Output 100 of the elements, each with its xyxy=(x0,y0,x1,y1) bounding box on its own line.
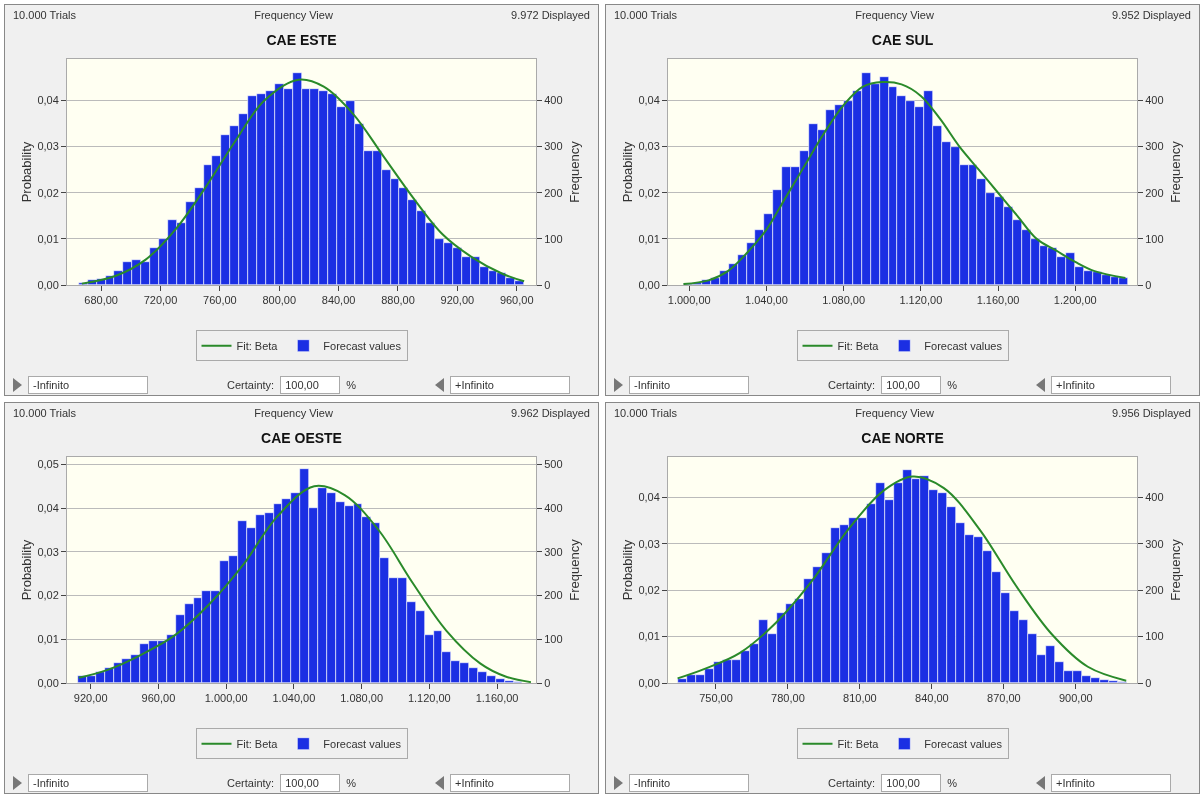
x-tick-label: 870,00 xyxy=(987,692,1021,705)
x-tick-label: 1.040,00 xyxy=(745,294,788,307)
y-tick-label: 0,03 xyxy=(37,545,59,558)
text: Frequency View xyxy=(855,9,934,21)
y2-tick-label: 400 xyxy=(544,94,563,107)
x-tick-label: 1.000,00 xyxy=(204,692,248,705)
y2-axis-title: Frequency xyxy=(1167,140,1183,203)
x-tick-label: 1.160,00 xyxy=(976,294,1020,307)
x-tick-label: 750,00 xyxy=(699,692,733,705)
text: Frequency View xyxy=(254,407,333,419)
x-tick-label: 1.080,00 xyxy=(822,294,866,307)
x-tick-label: 760,00 xyxy=(203,294,237,307)
y2-tick-label: 0 xyxy=(544,676,551,689)
x-tick-label: 960,00 xyxy=(141,692,176,705)
y-tick-label: 0,04 xyxy=(37,502,59,514)
text: Certainty: xyxy=(227,777,275,789)
legend-label: Forecast values xyxy=(924,737,1003,750)
legend-label: Fit: Beta xyxy=(837,339,880,352)
text: % xyxy=(346,379,356,391)
y2-tick-label: 300 xyxy=(1145,140,1164,153)
text: 10.000 Trials xyxy=(13,407,76,419)
y2-tick-label: 400 xyxy=(1145,491,1164,504)
y-tick-label: 0,04 xyxy=(638,94,660,107)
input-field: -Infinito xyxy=(28,774,148,792)
x-tick-label: 840,00 xyxy=(321,294,356,307)
y2-tick-label: 300 xyxy=(1145,537,1164,550)
y-tick-label: 0,05 xyxy=(37,458,59,471)
text: 9.972 Displayed xyxy=(511,9,590,21)
text: % xyxy=(947,777,957,789)
input-field: 100,00 xyxy=(881,774,942,792)
x-tick-label: 1.120,00 xyxy=(407,692,451,705)
y-tick-label: 0,03 xyxy=(37,140,59,153)
x-tick-label: 1.040,00 xyxy=(272,692,316,705)
y2-tick-label: 300 xyxy=(544,140,563,153)
text: 10.000 Trials xyxy=(614,407,677,419)
y2-tick-label: 400 xyxy=(544,502,563,514)
legend-label: Forecast values xyxy=(323,339,402,352)
chart-title: CAE NORTE xyxy=(861,430,944,447)
chart-title: CAE OESTE xyxy=(261,430,342,447)
input-field: +Infinito xyxy=(1051,376,1171,394)
y2-axis-title: Frequency xyxy=(566,538,582,601)
y2-axis-title: Frequency xyxy=(1167,538,1183,601)
text: Frequency View xyxy=(855,407,934,419)
input-field: -Infinito xyxy=(629,376,749,394)
text: % xyxy=(346,777,356,789)
y-axis-title: Probability xyxy=(19,539,34,601)
x-tick-label: 900,00 xyxy=(1059,692,1093,705)
x-tick-label: 920,00 xyxy=(73,692,108,705)
y-axis-title: Probability xyxy=(620,539,635,601)
text: Frequency View xyxy=(254,9,333,21)
y-tick-label: 0,01 xyxy=(37,232,59,245)
x-tick-label: 800,00 xyxy=(262,294,297,307)
legend-label: Fit: Beta xyxy=(236,339,279,352)
x-tick-label: 960,00 xyxy=(499,294,534,307)
y-tick-label: 0,03 xyxy=(638,140,660,153)
input-field: +Infinito xyxy=(450,376,570,394)
y-tick-label: 0,00 xyxy=(638,676,660,689)
y2-tick-label: 0 xyxy=(1145,278,1152,291)
legend-label: Fit: Beta xyxy=(236,737,279,750)
y2-tick-label: 400 xyxy=(1145,94,1164,107)
text: 9.952 Displayed xyxy=(1112,9,1191,21)
y2-tick-label: 200 xyxy=(544,186,563,199)
x-tick-label: 1.200,00 xyxy=(1053,294,1097,307)
y-tick-label: 0,00 xyxy=(638,278,660,291)
input-field: +Infinito xyxy=(450,774,570,792)
text: 9.956 Displayed xyxy=(1112,407,1191,419)
y-axis-title: Probability xyxy=(620,141,635,203)
y2-tick-label: 200 xyxy=(1145,584,1164,597)
y2-tick-label: 200 xyxy=(1145,186,1164,199)
y-tick-label: 0,00 xyxy=(37,676,59,689)
y-tick-label: 0,04 xyxy=(638,491,660,504)
text: 10.000 Trials xyxy=(614,9,677,21)
y-tick-label: 0,01 xyxy=(638,232,660,245)
y-axis-title: Probability xyxy=(19,141,34,203)
text: Certainty: xyxy=(828,777,876,789)
x-tick-label: 840,00 xyxy=(915,692,949,705)
y2-tick-label: 100 xyxy=(1145,232,1164,245)
input-field: -Infinito xyxy=(629,774,749,792)
x-tick-label: 920,00 xyxy=(440,294,475,307)
text: % xyxy=(947,379,957,391)
input-field: +Infinito xyxy=(1051,774,1171,792)
x-tick-label: 1.160,00 xyxy=(475,692,519,705)
y-tick-label: 0,01 xyxy=(638,630,660,643)
chart-title: CAE SUL xyxy=(871,32,934,49)
y2-tick-label: 0 xyxy=(544,278,551,291)
y-tick-label: 0,01 xyxy=(37,633,59,646)
input-field: 100,00 xyxy=(280,376,341,394)
y2-tick-label: 100 xyxy=(544,232,563,245)
text: 10.000 Trials xyxy=(13,9,76,21)
text: Certainty: xyxy=(828,379,876,391)
y2-axis-title: Frequency xyxy=(566,140,582,203)
y2-tick-label: 0 xyxy=(1145,676,1152,689)
input-field: 100,00 xyxy=(881,376,942,394)
x-tick-label: 1.080,00 xyxy=(340,692,384,705)
y2-tick-label: 500 xyxy=(544,458,563,471)
legend-label: Forecast values xyxy=(924,339,1003,352)
x-tick-label: 1.000,00 xyxy=(667,294,711,307)
legend-label: Fit: Beta xyxy=(837,737,880,750)
x-tick-label: 680,00 xyxy=(84,294,118,307)
legend-label: Forecast values xyxy=(323,737,402,750)
